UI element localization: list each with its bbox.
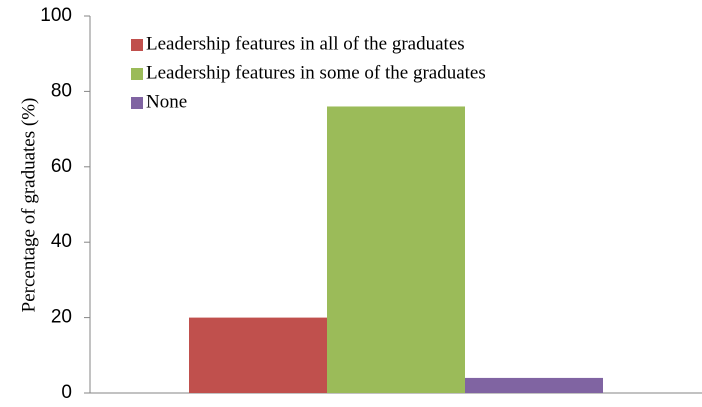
legend-swatch: [131, 97, 143, 109]
legend-label: None: [146, 91, 187, 112]
legend-swatch: [131, 39, 143, 51]
y-tick-label: 20: [51, 307, 72, 328]
y-tick-label: 60: [51, 156, 72, 177]
y-axis-label: Percentage of graduates (%): [18, 98, 39, 313]
bar: [465, 377, 603, 393]
legend-label: Leadership features in all of the gradua…: [146, 33, 465, 54]
bar: [189, 317, 327, 393]
y-tick-label: 40: [51, 231, 72, 252]
legend-swatch: [131, 68, 143, 80]
bar: [327, 106, 465, 393]
y-tick-label: 80: [51, 80, 72, 101]
y-tick-label: 0: [61, 382, 72, 403]
y-tick-label: 100: [40, 5, 72, 26]
legend-label: Leadership features in some of the gradu…: [146, 62, 486, 83]
